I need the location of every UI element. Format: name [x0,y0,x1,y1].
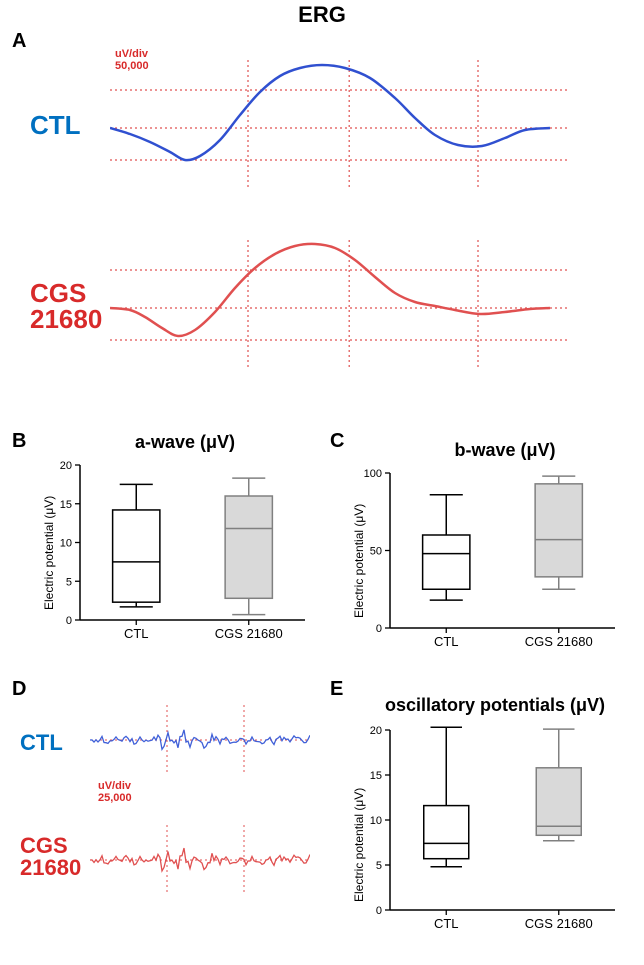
cgs-trace-a [110,240,570,370]
ylabel-e: Electric potential (μV) [352,788,366,902]
svg-text:CGS 21680: CGS 21680 [525,634,593,649]
svg-text:5: 5 [66,576,72,588]
svg-text:10: 10 [60,538,72,550]
panel-d: CTL uV/div 25,000 CGS 21680 [20,685,320,955]
svg-text:0: 0 [376,905,382,917]
svg-text:0: 0 [376,623,382,635]
svg-text:CGS 21680: CGS 21680 [215,626,283,641]
svg-text:20: 20 [60,460,72,472]
scale-label-d: uV/div 25,000 [98,780,132,804]
panel-label-a: A [12,30,26,53]
svg-text:0: 0 [66,615,72,627]
figure-root: ERG A uV/div 50,000 CTL CGS 21680 B a-wa… [0,0,644,965]
svg-text:CGS 21680: CGS 21680 [525,916,593,931]
chart-title-b: a-wave (μV) [60,432,310,453]
ctl-label-a: CTL [30,110,81,141]
ctl-trace-a [110,60,570,190]
cgs-line2-a: 21680 [30,304,102,334]
ctl-label-d: CTL [20,730,63,756]
chart-title-c: b-wave (μV) [380,440,630,461]
svg-text:CTL: CTL [124,626,149,641]
scale-line1: uV/div [115,48,148,60]
svg-text:50: 50 [370,546,382,558]
panel-label-e: E [330,678,343,701]
svg-text:20: 20 [370,725,382,737]
svg-text:10: 10 [370,815,382,827]
ctl-trace-d [90,705,310,775]
svg-text:CTL: CTL [434,916,459,931]
scale-d-line2: 25,000 [98,792,132,804]
cgs-d-line2: 21680 [20,855,81,880]
boxplot-e: 0 5 10 15 20 CTL CGS 21680 [345,720,625,940]
main-title: ERG [0,2,644,28]
ylabel-c: Electric potential (μV) [352,504,366,618]
panel-label-c: C [330,430,344,453]
boxplot-c: 0 50 100 CTL CGS 21680 [345,463,625,658]
svg-text:15: 15 [370,770,382,782]
svg-text:CTL: CTL [434,634,459,649]
svg-text:15: 15 [60,499,72,511]
panel-a: uV/div 50,000 CTL CGS 21680 [30,35,610,400]
scale-d-line1: uV/div [98,780,131,792]
panel-label-b: B [12,430,26,453]
cgs-label-a: CGS 21680 [30,280,102,332]
boxplot-b: 0 5 10 15 20 CTL CGS 21680 [35,455,315,650]
svg-text:100: 100 [364,468,382,480]
cgs-label-d: CGS 21680 [20,835,81,879]
svg-text:5: 5 [376,860,382,872]
ylabel-b: Electric potential (μV) [42,496,56,610]
chart-title-e: oscillatory potentials (μV) [350,695,640,716]
cgs-trace-d [90,825,310,895]
